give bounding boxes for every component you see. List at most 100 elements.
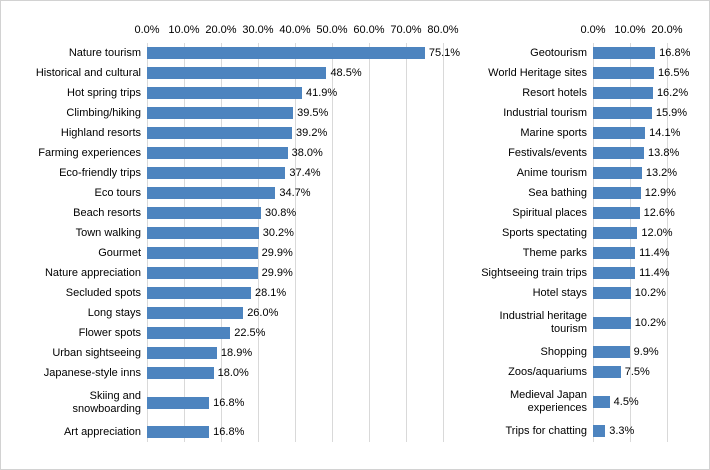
bar [593,366,621,378]
bar [147,307,244,319]
bar-track: 41.9% [147,83,443,103]
value-label: 16.8% [213,426,245,438]
left-bar-chart: 0.0% 10.0% 20.0% 30.0% 40.0% 50.0% 60.0% 70.0% 8… [9,21,460,442]
bar [593,316,631,329]
bar [593,127,646,139]
value-label: 11.4% [639,247,670,259]
category-label: Nature appreciation [9,263,147,283]
axis-tick-label: 0.0% [580,24,606,36]
value-label: 34.7% [279,187,311,199]
category-label: Nature tourism [9,43,147,63]
value-label: 48.5% [330,67,362,79]
gridline [369,43,370,442]
right-chart-rows: Geotourism 16.8% World Heritage sites 16… [451,43,709,441]
value-label: 10.2% [634,316,666,329]
category-label: Urban sightseeing [9,343,147,363]
chart-row: Theme parks 11.4% [451,243,709,263]
value-label: 28.1% [254,287,287,299]
gridline [443,43,444,442]
axis-tick-label: 80.0% [427,24,459,36]
value-label: 29.9% [261,247,293,259]
bar-track: 16.8% [147,383,443,422]
bar [147,426,210,438]
gridline [630,43,631,442]
chart-row: Shopping 9.9% [451,342,709,362]
category-label: World Heritage sites [451,63,593,83]
bar-track: 4.5% [593,382,709,421]
category-label-text: Secluded spots [65,286,141,299]
chart-row: Urban sightseeing 18.9% [9,343,443,363]
category-label-text: Theme parks [522,246,587,259]
chart-row: Farming experiences 38.0% [9,143,443,163]
category-label: Spiritual places [451,203,593,223]
bar-track: 37.4% [147,163,443,183]
value-label: 16.5% [658,67,690,79]
bar-track: 39.5% [147,103,443,123]
category-label-text: Geotourism [530,46,587,59]
category-label-text: Sightseeing train trips [481,266,587,279]
axis-tick-label: 60.0% [353,24,385,36]
bar [147,187,276,199]
chart-row: Historical and cultural 48.5% [9,63,443,83]
bar-track: 9.9% [593,342,709,362]
category-label-text: Gourmet [98,246,141,259]
right-bar-chart: 0.0% 10.0% 20.0% Geotourism 16.8% World He… [451,21,709,442]
gridline [295,43,296,442]
bar-track: 26.0% [147,303,443,323]
chart-row: Beach resorts 30.8% [9,203,443,223]
category-label-text: Sports spectating [502,226,587,239]
bar [593,67,655,79]
value-label: 39.2% [296,127,328,139]
gridline [184,43,185,442]
category-label-text: Anime tourism [516,166,587,179]
value-label: 11.4% [639,267,670,279]
value-label: 12.0% [641,227,673,239]
category-label-text: Industrial tourism [503,106,587,119]
category-label: Resort hotels [451,83,593,103]
category-label-text: Eco tours [94,186,141,199]
value-label: 41.9% [306,87,338,99]
value-label: 39.5% [297,107,329,119]
value-label: 9.9% [633,346,659,358]
bar-track: 14.1% [593,123,709,143]
category-label-text: Trips for chatting [505,424,587,437]
bar [147,87,303,99]
bar-track: 15.9% [593,103,709,123]
chart-row: Anime tourism 13.2% [451,163,709,183]
bar [593,395,610,408]
bar [147,227,259,239]
bar [593,287,631,299]
bar [147,327,231,339]
chart-row: Highland resorts 39.2% [9,123,443,143]
bar-track: 34.7% [147,183,443,203]
bar [147,367,214,379]
value-label: 18.0% [217,367,249,379]
bar [147,127,293,139]
bar-track: 16.8% [147,422,443,442]
chart-row: Zoos/aquariums 7.5% [451,362,709,382]
bar [147,147,288,159]
bar-track: 28.1% [147,283,443,303]
value-label: 13.8% [648,147,680,159]
chart-row: Trips for chatting 3.3% [451,421,709,441]
chart-row: Eco tours 34.7% [9,183,443,203]
category-label-text: Flower spots [78,326,141,339]
category-label-text: Japanese-style inns [43,366,141,379]
category-label-text: Climbing/hiking [66,106,141,119]
bar [147,396,210,409]
left-chart-gridlines [147,43,444,442]
value-label: 18.9% [220,347,253,359]
category-label: Japanese-style inns [9,363,147,383]
value-label: 3.3% [609,425,635,437]
category-label: Eco tours [9,183,147,203]
bar [593,227,638,239]
category-label-text: World Heritage sites [488,66,587,79]
category-label: Zoos/aquariums [451,362,593,382]
chart-row: Nature tourism 75.1% [9,43,460,63]
category-label-text: Highland resorts [60,126,141,139]
bar [593,107,652,119]
category-label-text: Sea bathing [528,186,587,199]
bar [147,207,261,219]
category-label: Town walking [9,223,147,243]
bar [147,347,217,359]
